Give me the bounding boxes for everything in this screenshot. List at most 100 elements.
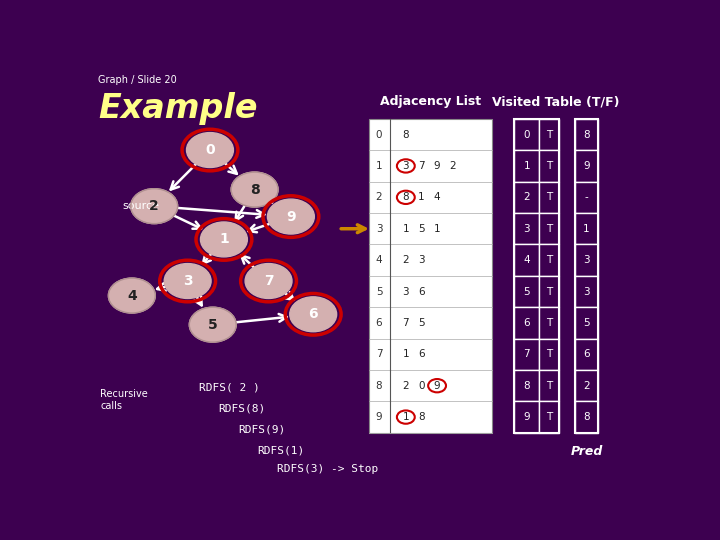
Text: T: T	[546, 412, 552, 422]
Text: 7: 7	[376, 349, 382, 359]
Text: 3: 3	[583, 255, 590, 265]
Text: 5: 5	[418, 224, 425, 234]
Text: 3: 3	[183, 274, 192, 288]
FancyBboxPatch shape	[575, 150, 598, 181]
Text: 2: 2	[149, 199, 159, 213]
Text: 9: 9	[286, 210, 296, 224]
Text: 6: 6	[308, 307, 318, 321]
Text: 1: 1	[402, 224, 409, 234]
FancyBboxPatch shape	[514, 119, 539, 150]
Text: 5: 5	[376, 287, 382, 296]
Text: T: T	[546, 287, 552, 296]
Text: T: T	[546, 224, 552, 234]
Circle shape	[231, 172, 278, 207]
Text: 4: 4	[127, 288, 137, 302]
Text: 2: 2	[583, 381, 590, 391]
Text: -: -	[585, 192, 588, 202]
Text: 8: 8	[418, 412, 425, 422]
FancyBboxPatch shape	[575, 401, 598, 433]
Text: 8: 8	[523, 381, 530, 391]
Circle shape	[164, 264, 211, 299]
Text: Adjacency List: Adjacency List	[380, 96, 481, 109]
Circle shape	[189, 307, 236, 342]
Circle shape	[200, 222, 248, 257]
Text: source: source	[122, 201, 159, 211]
Text: 0: 0	[418, 381, 425, 391]
Text: 1: 1	[402, 412, 409, 422]
Text: 8: 8	[402, 130, 409, 139]
FancyBboxPatch shape	[369, 119, 492, 433]
FancyBboxPatch shape	[575, 370, 598, 401]
Text: 5: 5	[523, 287, 530, 296]
Text: 0: 0	[205, 143, 215, 157]
Text: T: T	[546, 255, 552, 265]
Text: 7: 7	[418, 161, 425, 171]
Text: 1: 1	[433, 224, 441, 234]
Circle shape	[289, 297, 337, 332]
FancyBboxPatch shape	[575, 181, 598, 213]
Text: T: T	[546, 318, 552, 328]
Text: 3: 3	[583, 287, 590, 296]
Text: T: T	[546, 381, 552, 391]
FancyBboxPatch shape	[539, 370, 559, 401]
Text: RDFS(8): RDFS(8)	[218, 404, 266, 414]
Text: 6: 6	[583, 349, 590, 359]
Text: 5: 5	[208, 318, 217, 332]
Text: 2: 2	[402, 255, 409, 265]
Text: Graph / Slide 20: Graph / Slide 20	[99, 75, 177, 85]
Text: 3: 3	[402, 287, 409, 296]
Circle shape	[186, 133, 233, 167]
FancyBboxPatch shape	[539, 213, 559, 245]
Circle shape	[109, 278, 156, 313]
Text: Pred: Pred	[570, 446, 603, 458]
FancyBboxPatch shape	[514, 307, 539, 339]
Text: 9: 9	[433, 161, 441, 171]
Text: 9: 9	[583, 161, 590, 171]
FancyBboxPatch shape	[539, 339, 559, 370]
FancyBboxPatch shape	[539, 401, 559, 433]
Text: RDFS(9): RDFS(9)	[238, 424, 285, 435]
Text: T: T	[546, 161, 552, 171]
Text: 2: 2	[523, 192, 530, 202]
FancyBboxPatch shape	[539, 119, 559, 150]
FancyBboxPatch shape	[514, 213, 539, 245]
Text: 4: 4	[376, 255, 382, 265]
Text: RDFS(3) -> Stop: RDFS(3) -> Stop	[277, 464, 378, 474]
Circle shape	[245, 264, 292, 299]
Circle shape	[131, 188, 178, 224]
FancyBboxPatch shape	[539, 245, 559, 276]
Text: 4: 4	[433, 192, 441, 202]
Text: 6: 6	[376, 318, 382, 328]
FancyBboxPatch shape	[514, 276, 539, 307]
FancyBboxPatch shape	[575, 339, 598, 370]
Text: RDFS(1): RDFS(1)	[258, 446, 305, 455]
Text: 1: 1	[219, 232, 229, 246]
Text: T: T	[546, 130, 552, 139]
Text: 6: 6	[418, 349, 425, 359]
Text: Recursive
calls: Recursive calls	[100, 389, 148, 411]
FancyBboxPatch shape	[514, 339, 539, 370]
FancyBboxPatch shape	[575, 307, 598, 339]
Text: 8: 8	[250, 183, 259, 197]
Text: 1: 1	[583, 224, 590, 234]
Text: T: T	[546, 349, 552, 359]
FancyBboxPatch shape	[575, 119, 598, 150]
Text: 0: 0	[376, 130, 382, 139]
Text: 3: 3	[418, 255, 425, 265]
Text: 8: 8	[402, 192, 409, 202]
Text: 9: 9	[523, 412, 530, 422]
Text: 3: 3	[523, 224, 530, 234]
Text: 0: 0	[523, 130, 530, 139]
FancyBboxPatch shape	[514, 150, 539, 181]
FancyBboxPatch shape	[539, 150, 559, 181]
FancyBboxPatch shape	[514, 181, 539, 213]
Text: 3: 3	[376, 224, 382, 234]
FancyBboxPatch shape	[539, 307, 559, 339]
FancyBboxPatch shape	[539, 181, 559, 213]
Text: 8: 8	[583, 130, 590, 139]
Text: 8: 8	[376, 381, 382, 391]
Text: 2: 2	[376, 192, 382, 202]
Text: 1: 1	[523, 161, 530, 171]
Text: Visited Table (T/F): Visited Table (T/F)	[492, 96, 620, 109]
Text: Example: Example	[99, 92, 258, 125]
